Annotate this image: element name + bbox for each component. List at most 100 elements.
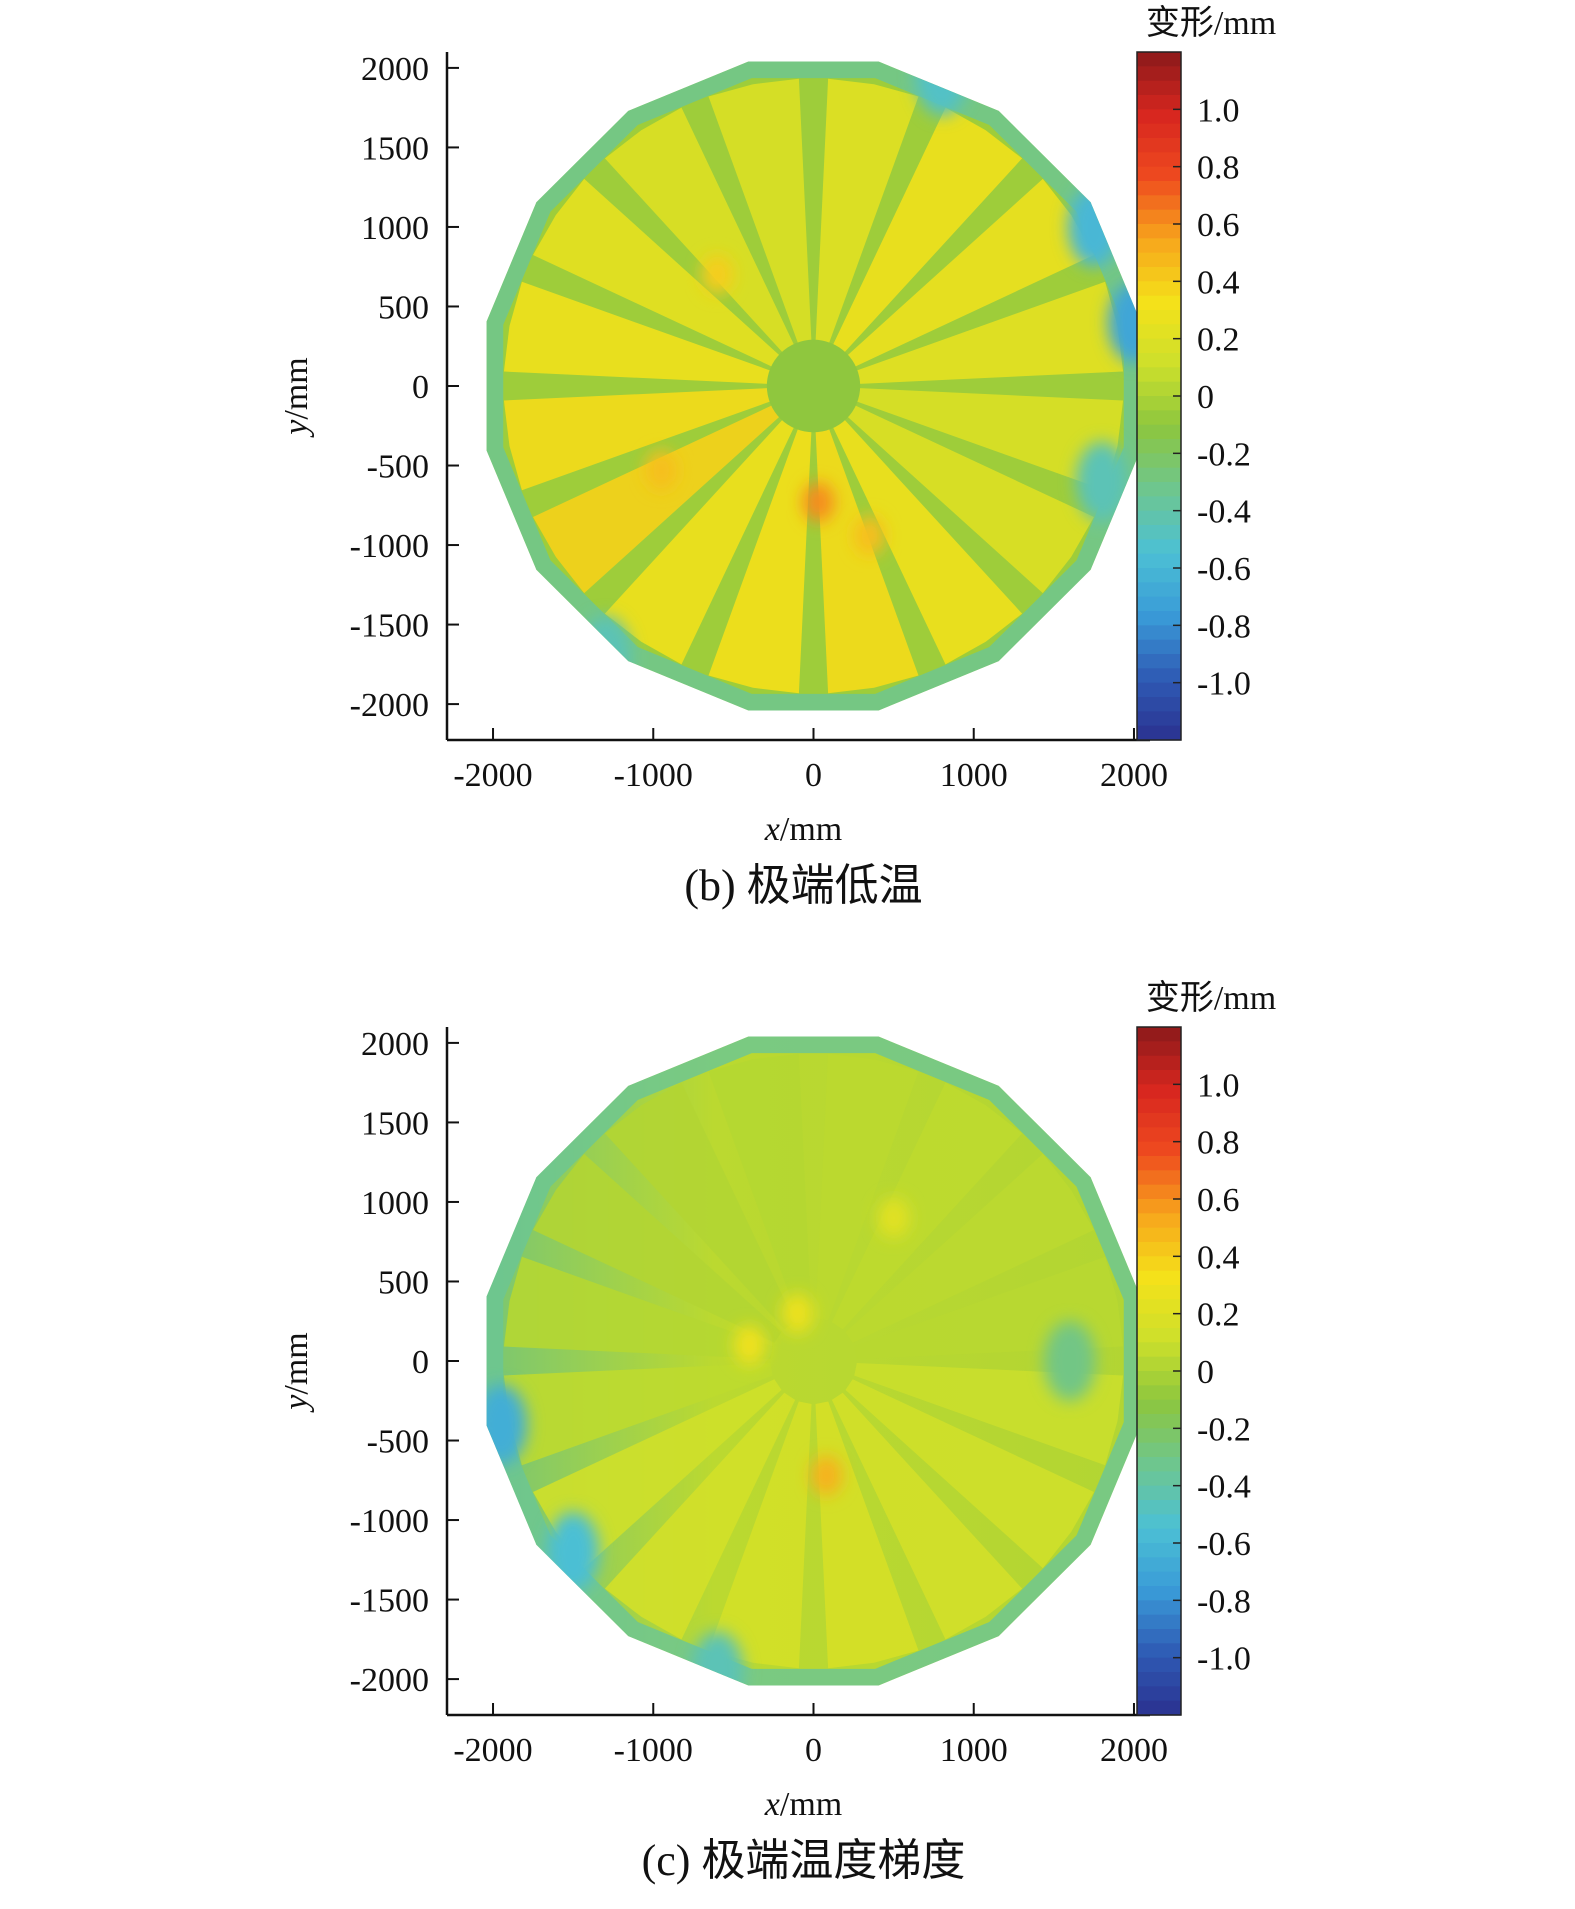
colorbar-title: 变形/mm xyxy=(1146,979,1276,1017)
field-panel xyxy=(831,1082,1023,1330)
colorbar-step xyxy=(1137,453,1181,469)
x-tick-label: 1000 xyxy=(940,757,1008,794)
field-panel xyxy=(503,1256,773,1359)
colorbar-step xyxy=(1137,1500,1181,1515)
colorbar-step xyxy=(1137,1027,1181,1042)
x-tick-label: -2000 xyxy=(453,1732,532,1769)
field-coldspot xyxy=(547,1511,600,1592)
field-panel xyxy=(708,1401,812,1669)
x-tick-label: 0 xyxy=(805,1732,822,1769)
colorbar-step xyxy=(1137,181,1181,196)
panel-b: 2000 1500 1000 500 0 -500 -1000 -1500 -2000 -2000… xyxy=(278,4,1276,910)
x-tick-label: -2000 xyxy=(453,757,532,794)
colorbar-step xyxy=(1137,367,1181,383)
y-tick-label: 1500 xyxy=(361,1105,429,1142)
colorbar-step xyxy=(1137,324,1181,340)
colorbar-step xyxy=(1137,1184,1181,1200)
field-panel xyxy=(845,178,1094,368)
colorbar-step xyxy=(1137,1586,1181,1601)
colorbar-step xyxy=(1137,95,1181,110)
y-tick-label: 1500 xyxy=(361,130,429,167)
colorbar-step xyxy=(1137,353,1181,368)
colorbar-step xyxy=(1137,1084,1181,1100)
colorbar-step xyxy=(1137,1528,1181,1544)
colorbar-step xyxy=(1137,295,1181,311)
deformation-field xyxy=(486,1036,1141,1686)
colorbar-step xyxy=(1137,1643,1181,1659)
colorbar-tick-label: -0.2 xyxy=(1197,436,1251,473)
colorbar-tick-label: 0 xyxy=(1197,379,1214,416)
y-tick-label: -1500 xyxy=(350,608,429,645)
colorbar-step xyxy=(1137,1428,1181,1444)
colorbar-step xyxy=(1137,166,1181,182)
colorbar-step xyxy=(1137,1242,1181,1257)
colorbar-step xyxy=(1137,725,1181,741)
colorbar-tick-label: -0.6 xyxy=(1197,551,1251,588)
y-tick-label: -2000 xyxy=(350,687,429,724)
colorbar-step xyxy=(1137,1113,1181,1128)
y-tick-label: 1000 xyxy=(361,210,429,247)
field-hotspot xyxy=(802,482,835,523)
field-panel xyxy=(503,281,773,384)
colorbar-tick-label: 0.2 xyxy=(1197,1297,1240,1334)
x-axis-label-unit: /mm xyxy=(780,811,842,848)
colorbar-step xyxy=(1137,1672,1181,1687)
colorbar-step xyxy=(1137,568,1181,583)
colorbar-step xyxy=(1137,1543,1181,1558)
y-tick-label: -500 xyxy=(367,449,429,486)
y-tick-label: -1000 xyxy=(350,1503,429,1540)
y-axis-label: y/mm xyxy=(278,1332,315,1412)
colorbar-step xyxy=(1137,496,1181,512)
field-rim xyxy=(486,1036,1141,1686)
colorbar-step xyxy=(1137,66,1181,82)
colorbar-step xyxy=(1137,1256,1181,1272)
colorbar-tick-label: 0.8 xyxy=(1197,1125,1240,1162)
field-hotspot xyxy=(810,1455,843,1496)
field-hub xyxy=(766,339,861,433)
colorbar-step xyxy=(1137,267,1181,282)
x-axis-label: x/mm xyxy=(764,811,842,848)
field-panel xyxy=(604,1392,796,1640)
x-axis-label: x/mm xyxy=(764,1786,842,1823)
colorbar-step xyxy=(1137,1170,1181,1186)
colorbar-step xyxy=(1137,281,1181,297)
colorbar-step xyxy=(1137,668,1181,684)
colorbar-step xyxy=(1137,52,1181,67)
y-tick-label: -1000 xyxy=(350,528,429,565)
colorbar-step xyxy=(1137,109,1181,125)
x-axis-label-var: x xyxy=(764,811,780,848)
field-hotspot xyxy=(645,450,678,491)
field-panel xyxy=(503,388,773,491)
colorbar-step xyxy=(1137,1227,1181,1243)
colorbar-step xyxy=(1137,224,1181,239)
colorbar-step xyxy=(1137,525,1181,540)
colorbar-step xyxy=(1137,1156,1181,1171)
colorbar-step xyxy=(1137,1055,1181,1071)
y-axis-label: y/mm xyxy=(278,357,315,437)
colorbar-step xyxy=(1137,1399,1181,1415)
colorbar-step xyxy=(1137,1041,1181,1057)
colorbar-step xyxy=(1137,410,1181,426)
colorbar-step xyxy=(1137,553,1181,569)
field-panel xyxy=(815,1401,919,1669)
field-coldspot xyxy=(1043,1321,1096,1401)
colorbar-step xyxy=(1137,711,1181,727)
x-axis-label-var: x xyxy=(764,1786,780,1823)
field-coldspot xyxy=(486,1384,528,1465)
colorbar: 1.0 0.8 0.6 0.4 0.2 0 -0.2 -0.4 -0.6 -0.8 -1.0 变形/m… xyxy=(1136,979,1276,1716)
field-panel xyxy=(845,1153,1094,1343)
field-coldspot xyxy=(691,1631,744,1686)
deformation-field xyxy=(486,61,1141,711)
colorbar-step xyxy=(1137,1557,1181,1573)
field-panel xyxy=(533,404,782,594)
colorbar-step xyxy=(1137,611,1181,626)
y-axis-label-unit: /mm xyxy=(278,357,315,419)
colorbar-step xyxy=(1137,195,1181,211)
field-panel xyxy=(533,1379,782,1569)
y-tick-label: 2000 xyxy=(361,51,429,88)
colorbar-step xyxy=(1137,639,1181,655)
colorbar-tick-label: 1.0 xyxy=(1197,92,1240,129)
colorbar-tick-label: -0.2 xyxy=(1197,1411,1251,1448)
colorbar-step xyxy=(1137,596,1181,612)
